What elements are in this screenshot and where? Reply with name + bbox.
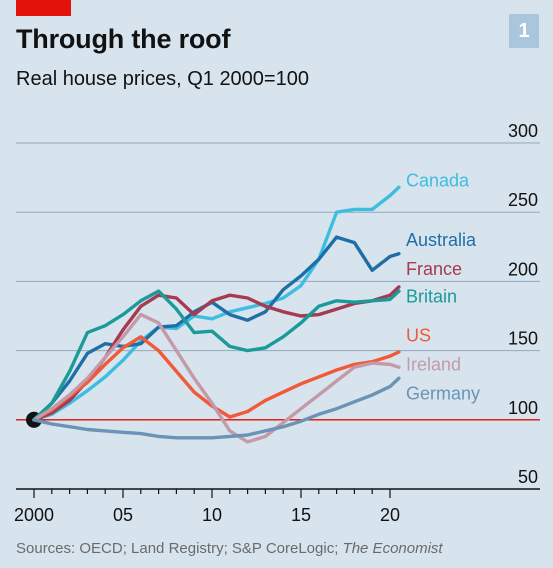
chart-number-badge: 1 (509, 14, 539, 48)
y-axis-ticks: 50 100 150 200 250 300 (508, 121, 538, 487)
series-label-ireland: Ireland (406, 354, 461, 374)
y-tick-label-300: 300 (508, 121, 538, 141)
series-label-france: France (406, 259, 462, 279)
brand-red-tag (16, 0, 71, 16)
series-line-germany (32, 376, 401, 440)
series-line-us (32, 335, 401, 422)
series-label-canada: Canada (406, 170, 470, 190)
x-tick-label-2010: 10 (202, 505, 222, 525)
chart-title: Through the roof (16, 24, 231, 54)
series-line-canada (32, 185, 401, 422)
series-line-britain (32, 289, 401, 422)
y-tick-label-200: 200 (508, 259, 538, 279)
series-label-britain: Britain (406, 287, 457, 307)
source-note: Sources: OECD; Land Registry; S&P CoreLo… (16, 540, 443, 557)
x-tick-label-2005: 05 (113, 505, 133, 525)
x-tick-label-2020: 20 (380, 505, 400, 525)
series-lines (32, 185, 401, 444)
y-tick-label-150: 150 (508, 329, 538, 349)
series-label-us: US (406, 325, 431, 345)
series-line-ireland (32, 312, 401, 444)
y-tick-label-50: 50 (518, 467, 538, 487)
series-line-australia (32, 235, 401, 422)
x-tick-label-2015: 15 (291, 505, 311, 525)
y-tick-label-250: 250 (508, 190, 538, 210)
y-tick-label-100: 100 (508, 398, 538, 418)
chart-subtitle: Real house prices, Q1 2000=100 (16, 68, 309, 90)
series-label-germany: Germany (406, 384, 480, 404)
series-label-australia: Australia (406, 230, 477, 250)
x-axis: 2000 05 10 15 20 (14, 488, 540, 525)
series-labels: Canada Australia France Britain US Ireland Ger… (406, 170, 480, 403)
x-tick-label-2000: 2000 (14, 505, 54, 525)
